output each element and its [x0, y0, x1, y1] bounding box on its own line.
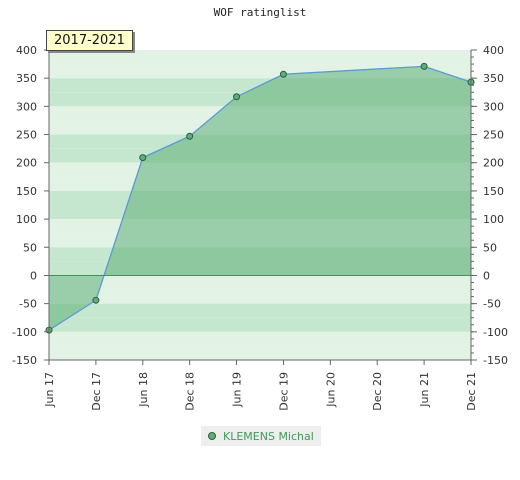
y-tick-label-right: -150 [483, 354, 508, 367]
y-tick-label: 400 [16, 44, 37, 57]
grid-band [49, 275, 471, 290]
y-tick-label-right: 100 [483, 213, 504, 226]
x-tick-label: Jun 20 [324, 372, 337, 408]
grid-band [49, 289, 471, 304]
x-tick-label: Jun 19 [231, 372, 244, 408]
x-tick-label: Jun 17 [43, 372, 56, 408]
y-tick-label-right: 150 [483, 185, 504, 198]
x-tick-label: Dec 20 [371, 372, 384, 411]
y-tick-label: 50 [23, 241, 37, 254]
axes [44, 49, 477, 365]
year-range-badge: 2017-2021 [46, 30, 133, 51]
data-point [92, 296, 100, 304]
y-axis-left: 400 350 300 250 200 150 100 50 0 -50 -100 -150 [12, 44, 37, 367]
x-tick-label: Dec 17 [90, 372, 103, 411]
grid-band [49, 345, 471, 360]
x-tick-label: Dec 21 [465, 372, 478, 411]
legend[interactable]: KLEMENS Michal [201, 426, 321, 446]
grid-band [49, 331, 471, 346]
y-tick-label-right: -50 [483, 298, 501, 311]
y-tick-label: 250 [16, 129, 37, 142]
y-tick-label-right: 350 [483, 72, 504, 85]
y-tick-label: 150 [16, 185, 37, 198]
y-tick-label-right: 400 [483, 44, 504, 57]
y-tick-label: 350 [16, 72, 37, 85]
y-tick-label-right: 300 [483, 100, 504, 113]
x-tick-label: Jun 21 [418, 372, 431, 408]
legend-label: KLEMENS Michal [223, 429, 314, 443]
x-tick-label: Dec 18 [184, 372, 197, 411]
y-tick-label-right: -100 [483, 326, 508, 339]
series-points [45, 62, 475, 334]
y-tick-label: 0 [30, 269, 37, 282]
x-axis: Jun 17 Dec 17 Jun 18 Dec 18 Jun 19 Dec 19 Jun … [43, 372, 478, 411]
data-point [233, 93, 241, 101]
grid-band [49, 50, 471, 65]
y-tick-label: 100 [16, 213, 37, 226]
y-tick-label-right: 0 [483, 269, 490, 282]
y-tick-label: 200 [16, 157, 37, 170]
data-point [420, 62, 428, 70]
y-tick-label: -50 [19, 298, 37, 311]
x-tick-label: Dec 19 [277, 372, 290, 411]
y-tick-label: -150 [12, 354, 37, 367]
y-tick-label-right: 200 [483, 157, 504, 170]
legend-marker-icon [208, 432, 216, 440]
series-line-path [48, 65, 472, 331]
y-axis-right: 400 350 300 250 200 150 100 50 0 -50 -100 -150 [483, 44, 508, 367]
y-tick-label: 300 [16, 100, 37, 113]
data-point [139, 154, 147, 162]
x-tick-label: Jun 18 [137, 372, 150, 408]
y-tick-label-right: 250 [483, 129, 504, 142]
grid-band [49, 303, 471, 318]
y-tick-label: -100 [12, 326, 37, 339]
grid-band [49, 317, 471, 332]
data-point [186, 132, 194, 140]
chart-title: WOF ratinglist [213, 6, 307, 19]
series-line [48, 65, 472, 331]
y-tick-label-right: 50 [483, 241, 497, 254]
data-point [279, 70, 287, 78]
